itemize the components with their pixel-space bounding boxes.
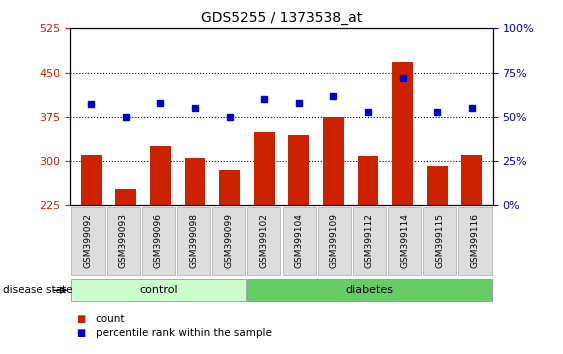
Bar [81, 155, 101, 205]
Text: GSM399116: GSM399116 [471, 213, 480, 268]
Text: GSM399104: GSM399104 [294, 213, 303, 268]
Text: GSM399096: GSM399096 [154, 213, 163, 268]
Text: GSM399092: GSM399092 [83, 213, 92, 268]
Text: GSM399093: GSM399093 [119, 213, 128, 268]
Text: GSM399115: GSM399115 [435, 213, 444, 268]
Bar [427, 166, 448, 205]
Text: percentile rank within the sample: percentile rank within the sample [96, 328, 271, 338]
Bar [358, 156, 378, 205]
FancyBboxPatch shape [247, 279, 492, 302]
FancyBboxPatch shape [423, 207, 457, 275]
Text: disease state: disease state [3, 285, 72, 295]
Text: GSM399114: GSM399114 [400, 213, 409, 268]
Text: ■: ■ [76, 314, 85, 324]
Bar [288, 135, 309, 205]
Bar [150, 146, 171, 205]
Bar [219, 170, 240, 205]
FancyBboxPatch shape [353, 207, 386, 275]
Bar [462, 155, 482, 205]
FancyBboxPatch shape [71, 279, 245, 302]
FancyBboxPatch shape [283, 207, 316, 275]
Text: control: control [139, 285, 178, 295]
Text: ■: ■ [76, 328, 85, 338]
Text: GSM399102: GSM399102 [260, 213, 269, 268]
FancyBboxPatch shape [388, 207, 421, 275]
Text: GSM399098: GSM399098 [189, 213, 198, 268]
Bar [323, 117, 344, 205]
FancyBboxPatch shape [72, 207, 105, 275]
FancyBboxPatch shape [106, 207, 140, 275]
Text: GSM399109: GSM399109 [330, 213, 339, 268]
FancyBboxPatch shape [142, 207, 175, 275]
FancyBboxPatch shape [247, 207, 280, 275]
Bar [254, 132, 275, 205]
Bar [392, 62, 413, 205]
Text: diabetes: diabetes [346, 285, 394, 295]
Bar [185, 158, 205, 205]
FancyBboxPatch shape [458, 207, 491, 275]
FancyBboxPatch shape [177, 207, 210, 275]
Text: GDS5255 / 1373538_at: GDS5255 / 1373538_at [201, 11, 362, 25]
Text: count: count [96, 314, 125, 324]
FancyBboxPatch shape [212, 207, 245, 275]
FancyBboxPatch shape [318, 207, 351, 275]
Bar [115, 189, 136, 205]
Text: GSM399099: GSM399099 [224, 213, 233, 268]
Text: GSM399112: GSM399112 [365, 213, 374, 268]
